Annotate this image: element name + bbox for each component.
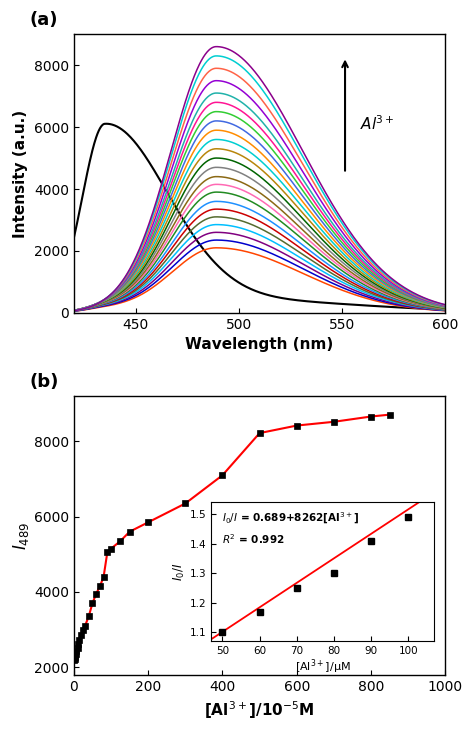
Y-axis label: $\mathit{I}_{489}$: $\mathit{I}_{489}$ [11,521,31,550]
Text: (b): (b) [29,373,59,391]
X-axis label: [Al$^{3+}$]/10$^{-5}$M: [Al$^{3+}$]/10$^{-5}$M [204,699,315,721]
X-axis label: Wavelength (nm): Wavelength (nm) [185,337,334,352]
Text: Al$^{3+}$: Al$^{3+}$ [360,114,394,132]
Text: (a): (a) [29,11,58,29]
Y-axis label: Intensity (a.u.): Intensity (a.u.) [13,110,28,238]
